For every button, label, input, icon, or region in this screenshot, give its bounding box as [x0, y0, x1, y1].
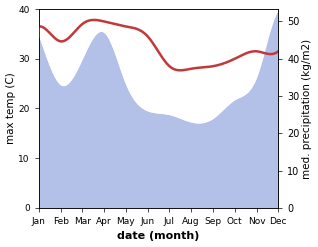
X-axis label: date (month): date (month) — [117, 231, 200, 242]
Y-axis label: med. precipitation (kg/m2): med. precipitation (kg/m2) — [302, 38, 313, 179]
Y-axis label: max temp (C): max temp (C) — [5, 73, 16, 144]
